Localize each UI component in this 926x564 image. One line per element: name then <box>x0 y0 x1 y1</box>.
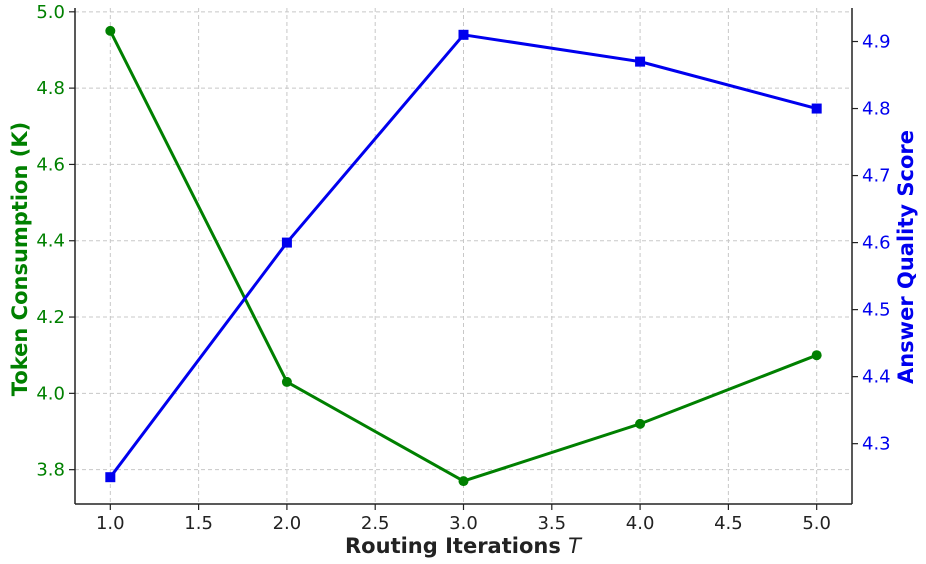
x-tick-label: 4.5 <box>714 513 743 534</box>
x-axis-title-variable: T <box>568 534 583 558</box>
x-tick-label: 1.5 <box>184 513 213 534</box>
x-tick-label: 5.0 <box>802 513 831 534</box>
y-right-tick-label: 4.4 <box>862 367 891 388</box>
x-tick-label: 1.0 <box>96 513 125 534</box>
y-right-tick-label: 4.6 <box>862 233 891 254</box>
y-right-tick-label: 4.5 <box>862 300 891 321</box>
y-left-tick-label: 4.6 <box>36 154 65 175</box>
y-left-tick-label: 4.4 <box>36 231 65 252</box>
x-axis-title: Routing Iterations T <box>345 534 583 558</box>
y-left-tick-label: 5.0 <box>36 2 65 23</box>
x-tick-label: 4.0 <box>626 513 655 534</box>
y-left-tick-label: 4.8 <box>36 78 65 99</box>
data-point-left <box>281 376 292 387</box>
data-point-right <box>458 29 469 40</box>
data-point-left <box>105 25 116 36</box>
y-right-tick-label: 4.7 <box>862 166 891 187</box>
data-point-left <box>458 476 469 487</box>
y-left-tick-label: 3.8 <box>36 460 65 481</box>
y-right-axis-title: Answer Quality Score <box>894 130 918 384</box>
y-right-tick-label: 4.8 <box>862 99 891 120</box>
data-point-right <box>281 237 292 248</box>
data-point-left <box>635 418 646 429</box>
y-right-tick-label: 4.9 <box>862 32 891 53</box>
x-tick-label: 2.5 <box>361 513 390 534</box>
y-left-tick-label: 4.2 <box>36 307 65 328</box>
x-axis-title-text: Routing Iterations <box>345 534 561 558</box>
data-point-right <box>105 472 116 483</box>
x-tick-label: 3.5 <box>537 513 566 534</box>
data-point-right <box>635 56 646 67</box>
data-point-left <box>811 350 822 361</box>
y-right-tick-label: 4.3 <box>862 434 891 455</box>
axes: 1.0 1.5 2.0 2.5 3.0 3.5 4.0 4.5 5.0 3.8 4.0 4.2 4.4 4… <box>36 2 890 534</box>
grid <box>75 8 852 504</box>
y-left-tick-label: 4.0 <box>36 383 65 404</box>
series-layer <box>105 25 822 487</box>
data-point-right <box>811 103 822 114</box>
x-tick-label: 2.0 <box>273 513 302 534</box>
y-left-axis-title: Token Consumption (K) <box>8 122 32 396</box>
x-tick-label: 3.0 <box>449 513 478 534</box>
